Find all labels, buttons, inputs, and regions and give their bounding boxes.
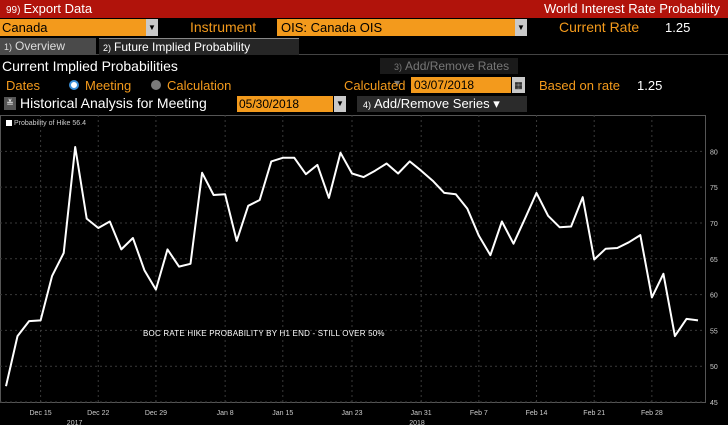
cip-title: Current Implied Probabilities bbox=[2, 58, 178, 74]
export-label: Export Data bbox=[23, 1, 93, 16]
chart-legend: Probability of Hike 56.4 bbox=[6, 120, 86, 127]
dates-label: Dates bbox=[6, 78, 40, 93]
x-year-label: 2017 bbox=[67, 420, 83, 425]
legend-label: Probability of Hike 56.4 bbox=[14, 120, 86, 127]
export-shortcut: 99) bbox=[6, 5, 21, 16]
x-tick-label: Dec 22 bbox=[87, 410, 109, 417]
x-tick-label: Jan 15 bbox=[272, 410, 293, 417]
chart-svg: 45 50 55 60 65 70 75 80 Dec 15 2017 Dec 22 Dec 29 Ja… bbox=[0, 115, 718, 425]
calculated-label: Calculated bbox=[344, 78, 406, 93]
country-field[interactable]: Canada bbox=[0, 19, 146, 36]
tab-future-implied-probability[interactable]: 2) Future Implied Probability bbox=[99, 38, 299, 55]
x-year-label: 2018 bbox=[409, 420, 425, 425]
app-title: World Interest Rate Probability bbox=[543, 1, 720, 16]
add-remove-rates-button[interactable]: 3) Add/Remove Rates ▾ bbox=[380, 58, 518, 90]
historical-row: ≚ Historical Analysis for Meeting 05/30/… bbox=[0, 94, 728, 114]
y-tick-label: 45 bbox=[710, 400, 718, 407]
selector-row: Canada ▼ Instrument OIS: Canada OIS ▼ Cu… bbox=[0, 18, 728, 38]
x-tick-label: Jan 8 bbox=[217, 410, 234, 417]
x-tick-label: Feb 14 bbox=[526, 410, 548, 417]
probability-chart[interactable]: 45 50 55 60 65 70 75 80 Dec 15 2017 Dec 22 Dec 29 Ja… bbox=[0, 115, 728, 425]
tab-fip-label: Future Implied Probability bbox=[114, 40, 251, 54]
meeting-radio[interactable] bbox=[69, 80, 79, 90]
y-tick-label: 60 bbox=[710, 293, 718, 300]
y-tick-label: 50 bbox=[710, 364, 718, 371]
meeting-dropdown-icon[interactable]: ▼ bbox=[334, 96, 346, 112]
add-series-label: Add/Remove Series ▾ bbox=[374, 96, 500, 111]
chart-annotation: BOC RATE HIKE PROBABILITY BY H1 END - ST… bbox=[143, 329, 385, 338]
current-rate-label: Current Rate bbox=[559, 19, 640, 35]
x-tick-label: Dec 29 bbox=[145, 410, 167, 417]
historical-label: Historical Analysis for Meeting bbox=[20, 95, 207, 111]
x-tick-label: Jan 23 bbox=[341, 410, 362, 417]
y-tick-label: 75 bbox=[710, 185, 718, 192]
tab-overview-num: 1) bbox=[4, 42, 13, 52]
tab-overview-label: Overview bbox=[15, 39, 66, 53]
instrument-field[interactable]: OIS: Canada OIS bbox=[277, 19, 515, 36]
current-rate-value: 1.25 bbox=[665, 20, 691, 35]
instrument-label: Instrument bbox=[190, 19, 257, 35]
x-tick-label: Dec 15 bbox=[30, 410, 52, 417]
based-on-rate-value: 1.25 bbox=[637, 78, 663, 93]
collapse-icon[interactable]: ≚ bbox=[4, 97, 16, 110]
tab-overview[interactable]: 1) Overview bbox=[0, 38, 96, 55]
x-tick-label: Feb 7 bbox=[470, 410, 488, 417]
calculated-date-input[interactable]: 03/07/2018 bbox=[411, 77, 511, 93]
calendar-icon[interactable]: ▦ bbox=[512, 77, 525, 93]
calculation-radio[interactable] bbox=[151, 80, 161, 90]
series-line-probability-of-hike bbox=[5, 146, 699, 387]
dates-row: Dates Meeting Calculation Calculated 03/… bbox=[0, 76, 728, 94]
country-dropdown-icon[interactable]: ▼ bbox=[146, 19, 158, 36]
x-tick-label: Jan 31 bbox=[411, 410, 432, 417]
tab-fip-num: 2) bbox=[103, 43, 112, 53]
export-data-button[interactable]: 99) Export Data bbox=[6, 1, 92, 16]
x-tick-label: Feb 21 bbox=[583, 410, 605, 417]
meeting-date-input[interactable]: 05/30/2018 bbox=[237, 96, 333, 112]
x-tick-label: Feb 28 bbox=[641, 410, 663, 417]
based-on-rate-label: Based on rate bbox=[539, 78, 620, 93]
add-remove-series-button[interactable]: 4) Add/Remove Series ▾ bbox=[357, 96, 527, 112]
add-series-num: 4) bbox=[363, 100, 372, 110]
y-tick-label: 80 bbox=[710, 149, 718, 156]
instrument-dropdown-icon[interactable]: ▼ bbox=[515, 19, 527, 36]
y-tick-label: 70 bbox=[710, 221, 718, 228]
title-bar: 99) Export Data World Interest Rate Proba… bbox=[0, 0, 728, 18]
add-rates-num: 3) bbox=[394, 62, 403, 72]
meeting-label[interactable]: Meeting bbox=[85, 78, 132, 93]
calculation-label[interactable]: Calculation bbox=[167, 78, 232, 93]
y-tick-label: 65 bbox=[710, 257, 718, 264]
cip-row: Current Implied Probabilities 3) Add/Remo… bbox=[0, 56, 728, 90]
add-rates-label: Add/Remove Rates ▾ bbox=[394, 59, 510, 90]
legend-swatch bbox=[6, 120, 12, 127]
y-tick-label: 55 bbox=[710, 328, 718, 335]
tab-bar: 1) Overview 2) Future Implied Probability bbox=[0, 38, 728, 55]
